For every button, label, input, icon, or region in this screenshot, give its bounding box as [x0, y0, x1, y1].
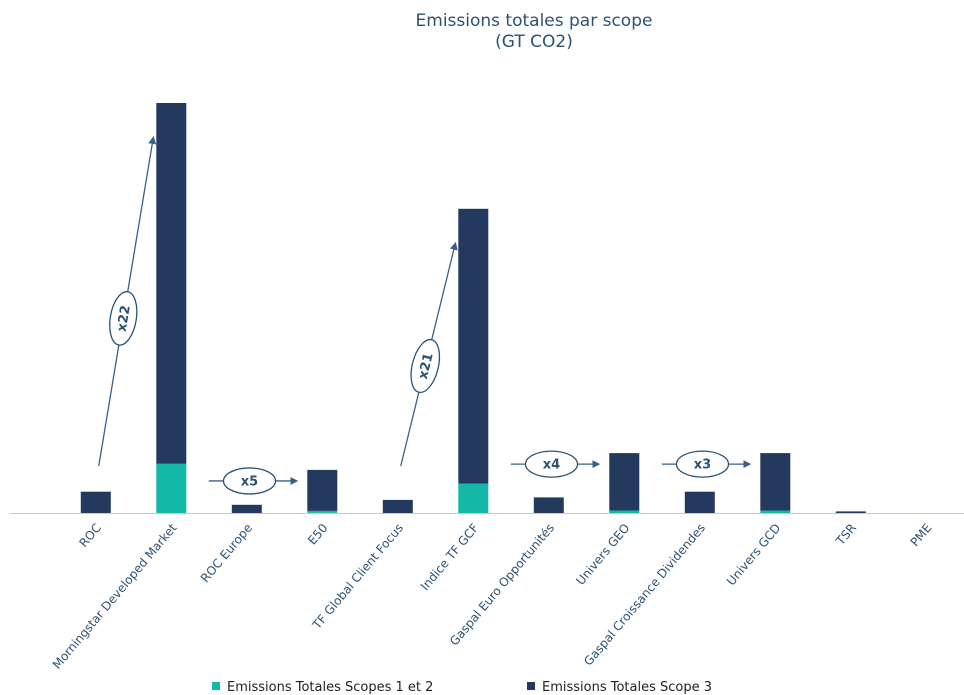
legend-swatch-scopes-1-2: [212, 682, 220, 690]
legend: Emissions Totales Scopes 1 et 2 Emission…: [0, 681, 964, 695]
bar-scope-3-univers-geo: [609, 453, 640, 511]
annotation-label-x3: x3: [694, 458, 711, 473]
annotation-ellipse-x3: [675, 450, 730, 478]
x-tick-label-tsr: TSR: [833, 521, 859, 549]
bar-scopes-1-2-indice-tf-gcf: [458, 483, 489, 513]
x-tick-label-roc: ROC: [77, 521, 105, 550]
annotation-label-x4: x4: [543, 458, 560, 473]
x-tick-label-roc-europe: ROC Europe: [198, 521, 255, 585]
x-tick-label-gaspal-croissance-dividendes: Gaspal Croissance Dividendes: [581, 521, 708, 669]
annotation-label-x5: x5: [241, 474, 258, 489]
bar-scope-3-indice-tf-gcf: [458, 208, 489, 484]
bar-scopes-1-2-univers-gcd: [760, 510, 791, 513]
bar-scope-3-gaspal-euro-opportunites: [533, 497, 564, 513]
bar-scope-3-tf-global-client-focus: [382, 499, 413, 513]
legend-label-scope-3: Emissions Totales Scope 3: [542, 680, 713, 695]
chart-title-text: Emissions totales par scope: [415, 11, 653, 31]
bar-scope-3-e50: [307, 469, 338, 511]
x-tick-label-morningstar-developed-market: Morningstar Developed Market: [50, 521, 180, 672]
legend-label-scopes-1-2: Emissions Totales Scopes 1 et 2: [227, 680, 434, 695]
legend-item-scope-3: Emissions Totales Scope 3: [527, 681, 712, 695]
annotation-ellipse-x5: [222, 467, 277, 495]
bar-scope-3-univers-gcd: [760, 453, 791, 511]
x-tick-label-univers-geo: Univers GEO: [573, 521, 632, 588]
bar-scope-3-gaspal-croissance-dividendes: [684, 491, 715, 513]
bar-scopes-1-2-univers-geo: [609, 510, 640, 513]
bar-scope-3-morningstar-developed-market: [156, 103, 187, 464]
x-tick-label-indice-tf-gcf: Indice TF GCF: [418, 521, 482, 593]
legend-swatch-scope-3: [527, 682, 535, 690]
x-tick-label-pme: PME: [908, 521, 935, 549]
bar-scope-3-roc: [80, 491, 111, 513]
annotation-ellipse-x21: [410, 338, 441, 394]
chart-subtitle-text: (GT CO2): [495, 32, 573, 52]
annotation-label-x22: x22: [115, 304, 134, 333]
x-tick-label-e50: E50: [305, 521, 330, 548]
annotation-label-x21: x21: [416, 352, 437, 381]
bar-scopes-1-2-morningstar-developed-market: [156, 463, 187, 513]
x-tick-label-univers-gcd: Univers GCD: [724, 521, 784, 588]
bar-scope-3-roc-europe: [231, 504, 262, 513]
annotation-ellipse-x22: [109, 291, 138, 346]
bar-scope-3-tsr: [835, 511, 866, 513]
legend-item-scopes-1-2: Emissions Totales Scopes 1 et 2: [212, 681, 433, 695]
chart-title: Emissions totales par scope (GT CO2): [334, 11, 734, 53]
bar-scopes-1-2-e50: [307, 510, 338, 513]
annotation-ellipse-x4: [524, 450, 579, 478]
